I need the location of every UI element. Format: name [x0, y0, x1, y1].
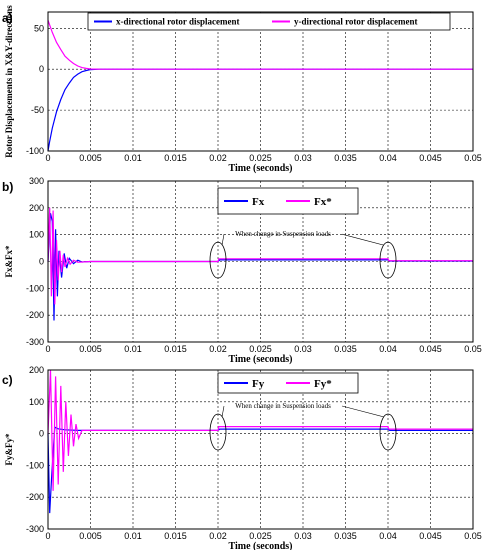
legend-label: x-directional rotor displacement	[116, 17, 240, 27]
panel-c: c) 0 0.005 0.01 0.015 0.02 0.025 0.03 0.035 0.04 0…	[2, 365, 482, 550]
legend: Fx Fx*	[217, 187, 359, 215]
legend: Fy Fy*	[217, 372, 359, 394]
annotation: When change in Suspension loads	[209, 230, 397, 279]
legend-box	[87, 12, 451, 31]
legend-label: Fy	[252, 378, 265, 390]
y-tick-label: -100	[26, 460, 44, 470]
panel-b: b) 0 0.005 0.01 0.015 0.02 0.025 0.03 0.035 0.04 0…	[2, 176, 482, 365]
y-tick-label: 300	[29, 176, 44, 186]
y-axis-label: Fx&Fx*	[4, 245, 14, 277]
x-tick-label: 0.05	[464, 153, 482, 163]
legend-label: Fy*	[314, 378, 332, 390]
x-tick-label: 0.02	[209, 344, 227, 354]
x-tick-label: 0.035	[334, 153, 357, 163]
y-tick-label: -50	[31, 105, 44, 115]
x-tick-label: 0.025	[249, 153, 272, 163]
x-tick-label: 0.045	[419, 153, 442, 163]
plot-area-frame	[47, 369, 474, 530]
y-tick-label: 0	[39, 257, 44, 267]
panel-letter: b)	[2, 180, 13, 194]
annotation-arrow	[341, 405, 385, 418]
panel-letter: a)	[2, 11, 13, 25]
x-axis-label: Time (seconds)	[229, 541, 293, 550]
x-tick-label: 0.035	[334, 531, 357, 541]
annotation-arrow	[221, 234, 225, 246]
y-tick-label: -100	[26, 283, 44, 293]
legend-label: y-directional rotor displacement	[294, 17, 418, 27]
x-tick-label: 0.01	[124, 344, 142, 354]
x-tick-label: 0.05	[464, 344, 482, 354]
x-tick-label: 0.005	[79, 344, 102, 354]
x-tick-label: 0.04	[379, 344, 397, 354]
annotation-ellipse	[209, 241, 227, 279]
y-tick-label: 200	[29, 203, 44, 213]
y-tick-label: -300	[26, 524, 44, 534]
x-axis-label: Time (seconds)	[229, 354, 293, 365]
x-tick-label: 0.045	[419, 344, 442, 354]
y-axis-label: Rotor Displacements in X&Y-directions	[4, 5, 14, 158]
panel-letter: c)	[2, 373, 13, 387]
y-tick-label: 200	[29, 365, 44, 375]
x-tick-label: 0.05	[464, 531, 482, 541]
y-tick-label: -100	[26, 146, 44, 156]
annotation-ellipse	[209, 413, 227, 451]
legend-label: Fx*	[314, 196, 332, 208]
x-tick-label: 0.015	[164, 531, 187, 541]
x-tick-label: 0.005	[79, 153, 102, 163]
series-line	[47, 68, 473, 152]
x-tick-label: 0	[45, 344, 50, 354]
plot-area-frame	[47, 180, 474, 343]
y-tick-label: 50	[34, 23, 44, 33]
series-line	[47, 213, 473, 321]
series-line	[47, 207, 473, 305]
series-line	[47, 20, 473, 70]
x-tick-label: 0.03	[294, 153, 312, 163]
y-axis-label: Fy&Fy*	[4, 433, 14, 465]
x-tick-label: 0.005	[79, 531, 102, 541]
annotation: When change in Suspension loads	[209, 402, 397, 451]
x-tick-label: 0.02	[209, 153, 227, 163]
x-tick-label: 0.035	[334, 344, 357, 354]
y-tick-label: -300	[26, 337, 44, 347]
x-tick-label: 0.04	[379, 531, 397, 541]
series-line	[47, 426, 473, 514]
x-tick-label: 0.01	[124, 153, 142, 163]
x-tick-label: 0	[45, 531, 50, 541]
series-line	[47, 369, 473, 491]
x-tick-label: 0.02	[209, 531, 227, 541]
annotation-ellipse	[379, 413, 397, 451]
x-tick-label: 0.045	[419, 531, 442, 541]
x-tick-label: 0.03	[294, 344, 312, 354]
annotation-text: When change in Suspension loads	[235, 402, 331, 410]
y-tick-label: 0	[39, 429, 44, 439]
x-tick-label: 0.015	[164, 344, 187, 354]
y-tick-label: -200	[26, 492, 44, 502]
annotation-ellipse	[379, 241, 397, 279]
y-tick-label: 0	[39, 64, 44, 74]
legend-label: Fx	[252, 196, 265, 208]
annotation-arrow	[341, 233, 385, 246]
x-tick-label: 0.01	[124, 531, 142, 541]
annotation-text: When change in Suspension loads	[235, 230, 331, 238]
annotation-arrow	[221, 405, 225, 418]
y-tick-label: 100	[29, 230, 44, 240]
legend: x-directional rotor displacement y-direct…	[87, 12, 451, 31]
x-tick-label: 0.04	[379, 153, 397, 163]
x-axis-label: Time (seconds)	[229, 163, 293, 174]
x-tick-label: 0.015	[164, 153, 187, 163]
panel-a: a) 0 0.005 0.01 0.015 0.02 0.025 0.03 0.035 0.04 0…	[2, 5, 482, 174]
y-tick-label: -200	[26, 310, 44, 320]
x-tick-label: 0.03	[294, 531, 312, 541]
plot-area-frame	[47, 11, 474, 152]
x-tick-label: 0.025	[249, 531, 272, 541]
x-tick-label: 0.025	[249, 344, 272, 354]
x-tick-label: 0	[45, 153, 50, 163]
y-tick-label: 100	[29, 397, 44, 407]
